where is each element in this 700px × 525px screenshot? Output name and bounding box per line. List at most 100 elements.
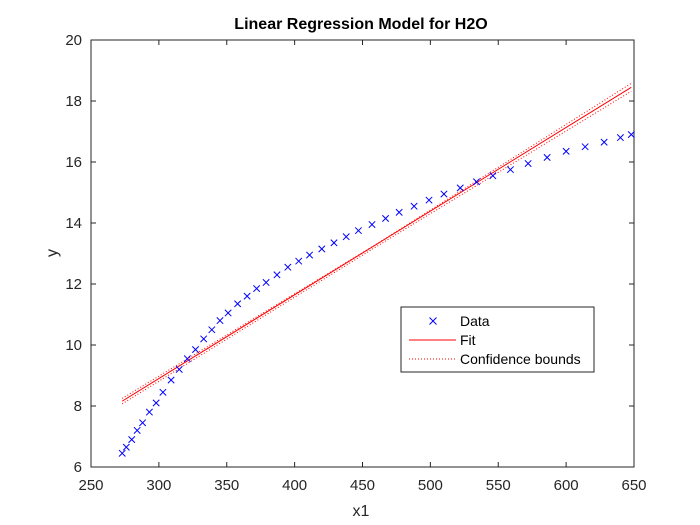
- x-tick-label: 250: [78, 477, 103, 494]
- data-point-stroke-b: [543, 153, 551, 161]
- data-point-stroke-b: [152, 399, 160, 407]
- data-point-stroke-b: [472, 178, 481, 186]
- data-point-stroke-b: [208, 326, 216, 334]
- data-point: [627, 130, 635, 139]
- data-point: [472, 178, 481, 186]
- data-point: [208, 326, 216, 334]
- plot-area: 250 300 350 400 450 500 550 600 650 6 8 10 12 14 16 18 2…: [65, 32, 646, 494]
- data-point-stroke-b: [122, 443, 130, 451]
- data-point-stroke-b: [145, 408, 153, 416]
- data-point: [122, 443, 130, 451]
- data-point: [183, 355, 191, 363]
- data-point: [191, 346, 200, 354]
- data-point: [306, 251, 314, 259]
- data-point-stroke-b: [354, 227, 362, 235]
- data-point: [616, 134, 624, 142]
- y-axis-label: y: [44, 249, 61, 257]
- data-point: [330, 239, 338, 247]
- data-point: [128, 435, 136, 444]
- data-point: [243, 292, 251, 300]
- data-point: [262, 278, 270, 287]
- data-point-stroke-b: [167, 376, 175, 384]
- data-point-stroke-b: [234, 300, 242, 308]
- data-point-stroke-b: [425, 196, 433, 204]
- data-point: [342, 233, 350, 241]
- data-point: [382, 214, 390, 222]
- data-point-stroke-b: [284, 263, 292, 271]
- data-point: [273, 271, 281, 279]
- confidence-bound-upper: [121, 82, 632, 399]
- data-point: [506, 166, 515, 174]
- data-point-stroke-b: [128, 435, 136, 444]
- data-point-stroke-b: [489, 172, 497, 180]
- y-tick-label: 8: [74, 398, 82, 415]
- data-point: [524, 159, 532, 168]
- data-point: [152, 399, 160, 407]
- data-point: [562, 147, 570, 155]
- data-point-stroke-b: [440, 190, 448, 198]
- x-tick-label: 400: [282, 477, 307, 494]
- data-point: [159, 388, 167, 396]
- data-point: [139, 419, 147, 427]
- data-point-stroke-b: [295, 257, 303, 265]
- data-point: [543, 153, 551, 161]
- data-point-stroke-b: [616, 134, 624, 142]
- data-point-stroke-b: [581, 143, 589, 151]
- data-point: [456, 184, 464, 192]
- legend: Data Fit Confidence bounds: [400, 306, 595, 373]
- data-point: [167, 376, 175, 384]
- x-tick-label: 550: [486, 477, 511, 494]
- legend-label: Fit: [460, 332, 476, 348]
- data-point: [234, 300, 242, 308]
- data-point: [410, 202, 418, 210]
- legend-label: Confidence bounds: [460, 351, 581, 367]
- y-tick-label: 12: [65, 276, 82, 293]
- data-point: [489, 172, 497, 180]
- data-point: [600, 138, 608, 146]
- legend-label: Data: [460, 313, 490, 329]
- data-point-stroke-b: [175, 365, 183, 373]
- y-tick-label: 10: [65, 337, 82, 354]
- data-point: [284, 263, 292, 271]
- data-point: [175, 365, 183, 373]
- data-point-stroke-b: [118, 449, 126, 457]
- data-point-stroke-b: [318, 245, 326, 253]
- data-point: [216, 317, 224, 325]
- data-point: [118, 449, 126, 457]
- data-point: [354, 227, 362, 235]
- data-point-stroke-b: [253, 285, 261, 293]
- x-tick-label: 650: [621, 477, 646, 494]
- data-point: [581, 143, 589, 151]
- data-point-stroke-b: [395, 208, 403, 216]
- x-tick-label: 600: [554, 477, 579, 494]
- y-tick-label: 18: [65, 93, 82, 110]
- data-point: [295, 257, 303, 265]
- data-point: [145, 408, 153, 416]
- x-tick-label: 500: [418, 477, 443, 494]
- y-tick-label: 16: [65, 154, 82, 171]
- data-point-stroke-b: [306, 251, 314, 259]
- x-tick-label: 450: [350, 477, 375, 494]
- x-tick-label: 300: [146, 477, 171, 494]
- y-tick-label: 14: [65, 215, 82, 232]
- data-point: [133, 426, 141, 434]
- data-point-stroke-b: [524, 159, 532, 168]
- data-point-stroke-b: [191, 346, 200, 354]
- data-point: [425, 196, 433, 204]
- data-point: [224, 309, 232, 317]
- chart-title: Linear Regression Model for H2O: [234, 16, 487, 33]
- data-point-stroke-b: [600, 138, 608, 146]
- data-point-stroke-b: [342, 233, 350, 241]
- y-tick-label: 20: [65, 32, 82, 49]
- fit-line: [121, 86, 632, 402]
- data-point-stroke-b: [562, 147, 570, 155]
- y-tick-label: 6: [74, 459, 82, 476]
- data-point-stroke-b: [159, 388, 167, 396]
- data-point-stroke-b: [183, 355, 191, 363]
- data-point-stroke-b: [410, 202, 418, 210]
- data-point: [440, 190, 448, 198]
- legend-marker-stroke-b: [429, 317, 437, 325]
- data-point: [253, 285, 261, 293]
- data-point-stroke-b: [224, 309, 232, 317]
- data-point-stroke-b: [243, 292, 251, 300]
